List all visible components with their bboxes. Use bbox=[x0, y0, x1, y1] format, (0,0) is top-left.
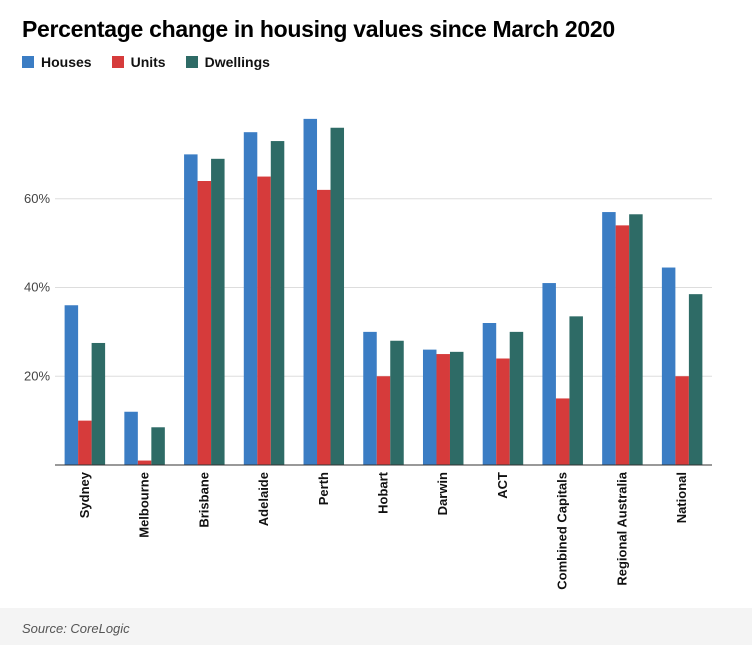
bar-national-dwellings bbox=[688, 294, 703, 465]
legend-label-units: Units bbox=[130, 54, 166, 70]
x-tick-label-hobart: Hobart bbox=[376, 471, 391, 514]
legend-label-dwellings: Dwellings bbox=[204, 54, 270, 70]
bar-combined-capitals-units bbox=[555, 398, 570, 465]
bar-brisbane-units bbox=[197, 181, 212, 465]
legend-swatch-houses bbox=[22, 56, 34, 68]
bar-national-houses bbox=[661, 267, 676, 465]
x-tick-label-darwin: Darwin bbox=[435, 472, 450, 515]
bar-sydney-dwellings bbox=[91, 342, 106, 465]
x-tick-label-perth: Perth bbox=[316, 472, 331, 505]
bar-adelaide-dwellings bbox=[270, 141, 285, 465]
x-tick-label-melbourne: Melbourne bbox=[137, 472, 152, 538]
bar-sydney-units bbox=[78, 420, 92, 465]
bar-combined-capitals-houses bbox=[542, 283, 556, 465]
bar-darwin-dwellings bbox=[449, 351, 464, 465]
bar-darwin-units bbox=[436, 354, 450, 465]
x-tick-label-act: ACT bbox=[495, 472, 510, 499]
y-tick-label-20: 20% bbox=[24, 368, 50, 383]
bar-combined-capitals-dwellings bbox=[569, 316, 583, 465]
legend-item-units: Units bbox=[111, 54, 166, 70]
bar-perth-units bbox=[317, 189, 331, 465]
bar-melbourne-dwellings bbox=[151, 427, 165, 465]
bar-regional-australia-dwellings bbox=[629, 214, 643, 465]
bar-regional-australia-houses bbox=[602, 212, 616, 465]
bar-brisbane-dwellings bbox=[211, 158, 225, 465]
bar-hobart-dwellings bbox=[390, 340, 404, 465]
legend-swatch-dwellings bbox=[185, 56, 198, 68]
chart-title: Percentage change in housing values sinc… bbox=[22, 16, 615, 42]
bar-melbourne-houses bbox=[124, 411, 138, 465]
bar-chart: 20% 40% 60% Sydney Melbourne Brisbane Adelaide… bbox=[24, 118, 712, 590]
chart-legend: Houses Units Dwellings bbox=[22, 54, 290, 70]
bar-act-dwellings bbox=[509, 331, 524, 465]
y-tick-label-60: 60% bbox=[24, 191, 50, 206]
source-note: Source: CoreLogic bbox=[22, 621, 130, 636]
bar-perth-houses bbox=[303, 118, 318, 465]
x-tick-label-national: National bbox=[674, 472, 689, 523]
bar-sydney-houses bbox=[64, 305, 79, 465]
x-tick-label-brisbane: Brisbane bbox=[196, 472, 211, 528]
bar-perth-dwellings bbox=[330, 127, 345, 465]
bar-brisbane-houses bbox=[184, 154, 198, 465]
bar-melbourne-units bbox=[137, 460, 152, 465]
x-tick-label-adelaide: Adelaide bbox=[256, 472, 271, 526]
bar-darwin-houses bbox=[422, 349, 437, 465]
bar-regional-australia-units bbox=[615, 225, 630, 465]
y-tick-label-40: 40% bbox=[24, 280, 50, 295]
bar-hobart-houses bbox=[363, 331, 377, 465]
bar-adelaide-houses bbox=[243, 132, 258, 465]
legend-swatch-units bbox=[111, 56, 124, 68]
bar-national-units bbox=[675, 376, 689, 465]
x-tick-label-combined-capitals: Combined Capitals bbox=[555, 472, 570, 590]
bar-hobart-units bbox=[376, 376, 391, 465]
chart-footer: Source: CoreLogic bbox=[0, 608, 752, 645]
bar-adelaide-units bbox=[257, 176, 271, 465]
bar-act-houses bbox=[482, 323, 497, 465]
x-tick-label-sydney: Sydney bbox=[77, 471, 92, 518]
legend-item-houses: Houses bbox=[22, 54, 92, 70]
bar-act-units bbox=[496, 358, 510, 465]
x-tick-label-regional-australia: Regional Australia bbox=[614, 471, 629, 585]
legend-item-dwellings: Dwellings bbox=[185, 54, 270, 70]
legend-label-houses: Houses bbox=[41, 54, 92, 70]
